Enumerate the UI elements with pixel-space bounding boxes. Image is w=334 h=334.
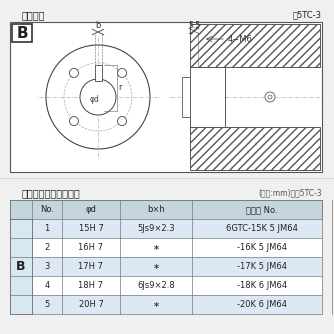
Text: φd: φd (86, 205, 97, 214)
Text: 軸穴形状: 軸穴形状 (22, 10, 45, 20)
Text: -16K 5 JM64: -16K 5 JM64 (237, 243, 287, 252)
Text: r: r (119, 84, 122, 93)
Text: 16H 7: 16H 7 (78, 243, 104, 252)
Bar (32, 238, 322, 257)
Text: 4−M6: 4−M6 (228, 34, 253, 43)
Bar (32, 257, 322, 276)
Text: 5Js9×2.3: 5Js9×2.3 (137, 224, 175, 233)
Text: -18K 6 JM64: -18K 6 JM64 (237, 281, 287, 290)
Text: 6Js9×2.8: 6Js9×2.8 (137, 281, 175, 290)
Text: ∗: ∗ (153, 243, 160, 252)
Text: B: B (16, 25, 28, 40)
Text: b: b (95, 21, 101, 30)
Text: No.: No. (40, 205, 54, 214)
Bar (190, 127, 320, 170)
Text: -20K 6 JM64: -20K 6 JM64 (237, 300, 287, 309)
Text: B: B (16, 260, 26, 273)
Bar (95, 65, 102, 81)
Text: 4: 4 (44, 281, 50, 290)
Text: 15H 7: 15H 7 (78, 224, 104, 233)
Text: φd: φd (90, 95, 100, 104)
Bar (32, 219, 322, 238)
Text: 18H 7: 18H 7 (78, 281, 104, 290)
Text: 軸穴形状コード一覧表: 軸穴形状コード一覧表 (22, 188, 81, 198)
Bar (190, 24, 320, 67)
Circle shape (118, 117, 127, 126)
Text: 17H 7: 17H 7 (78, 262, 104, 271)
Text: -17K 5 JM64: -17K 5 JM64 (237, 262, 287, 271)
Text: ∗: ∗ (153, 300, 160, 309)
Bar (182, 77, 190, 117)
Text: ∗: ∗ (153, 262, 160, 271)
Circle shape (69, 68, 78, 77)
Text: 3: 3 (44, 262, 50, 271)
Circle shape (46, 45, 150, 149)
Bar (12, 24, 32, 42)
Bar (10, 219, 32, 314)
Bar (10, 200, 322, 219)
Text: 1: 1 (44, 224, 50, 233)
Circle shape (69, 117, 78, 126)
Bar (32, 295, 322, 314)
Circle shape (265, 92, 275, 102)
Text: 5.5: 5.5 (188, 21, 200, 30)
Text: 2: 2 (44, 243, 50, 252)
Circle shape (118, 68, 127, 77)
Text: (単位:mm)　表5TC-3: (単位:mm) 表5TC-3 (259, 188, 322, 197)
Circle shape (268, 95, 272, 99)
Text: 20H 7: 20H 7 (78, 300, 104, 309)
Bar (32, 276, 322, 295)
Circle shape (80, 79, 116, 115)
Text: コード No.: コード No. (246, 205, 278, 214)
Text: b×h: b×h (147, 205, 165, 214)
Text: 6GTC-15K 5 JM64: 6GTC-15K 5 JM64 (226, 224, 298, 233)
Bar (190, 67, 225, 127)
Text: 5: 5 (44, 300, 50, 309)
Text: 囵5TC-3: 囵5TC-3 (293, 10, 322, 19)
Bar (10, 22, 322, 172)
